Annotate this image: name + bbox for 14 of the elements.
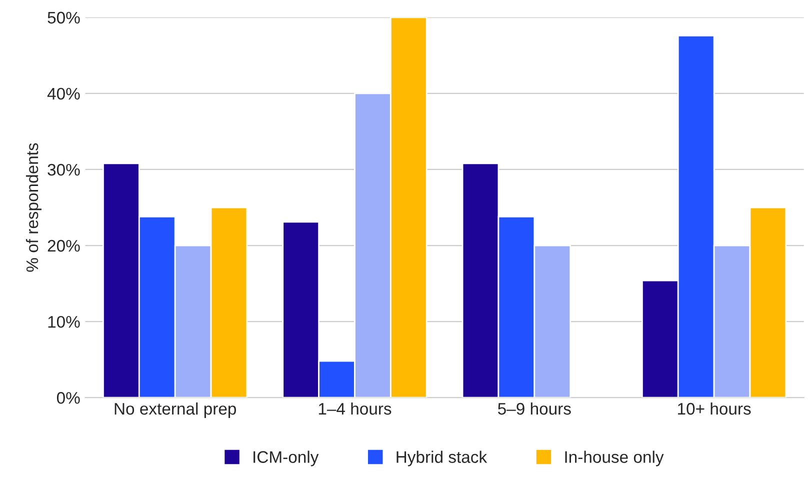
legend-label: In-house only [565,450,664,466]
y-tick-label: 30% [48,164,80,176]
y-tick-label: 20% [48,240,80,252]
x-tick-label: 10+ hours [678,402,751,415]
x-tick-label: 1–4 hours [318,402,392,415]
x-tick-label: No external prep [114,402,236,418]
y-tick-label: 40% [47,88,80,100]
legend-label: ICM-only [254,450,319,466]
x-tick-label: 5–9 hours [498,402,571,415]
y-tick-label: 10% [48,316,80,328]
y-tick-label: 50% [48,12,80,24]
legend-label: Hybrid stack [396,450,488,466]
y-tick-label: 0% [56,392,80,404]
y-axis-title: % of respondents [26,143,42,272]
